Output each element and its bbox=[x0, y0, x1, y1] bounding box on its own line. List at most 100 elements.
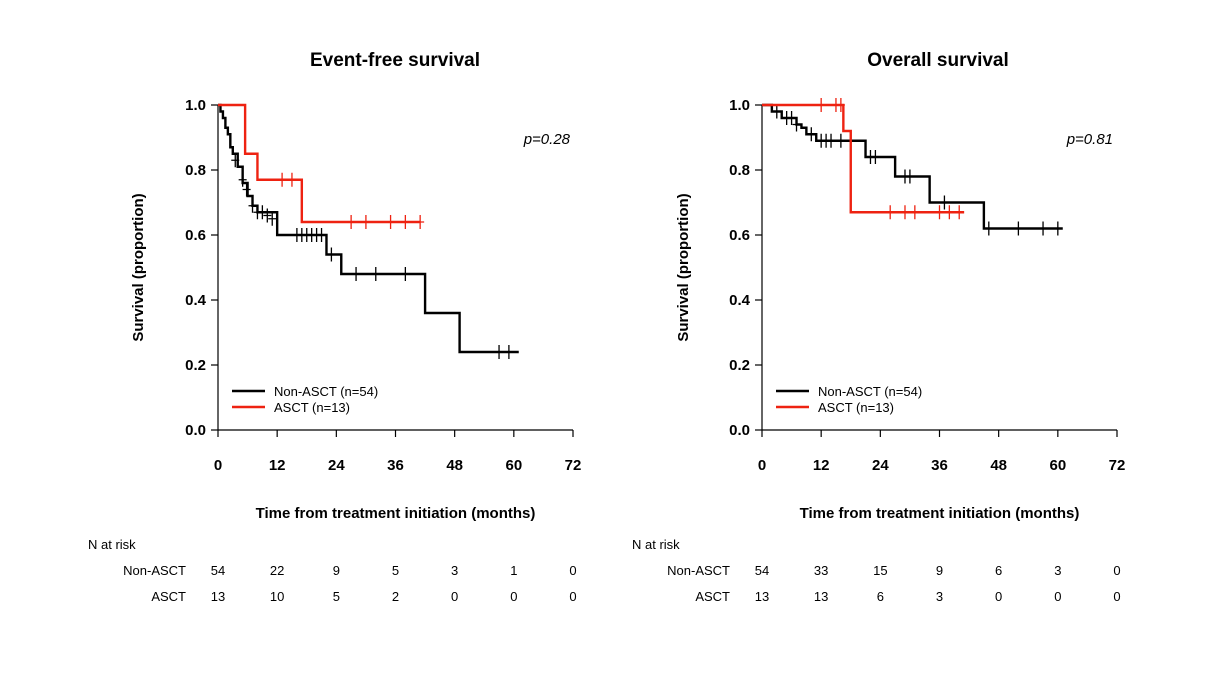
censor-mark bbox=[416, 215, 425, 229]
censor-mark bbox=[495, 345, 504, 359]
censor-mark bbox=[242, 182, 251, 197]
series-non-asct bbox=[762, 103, 1063, 236]
x-tick-label: 72 bbox=[565, 457, 582, 474]
y-axis-label: Survival (proportion) bbox=[675, 193, 692, 341]
risk-value: 3 bbox=[1054, 563, 1061, 578]
risk-value: 0 bbox=[1113, 589, 1120, 604]
risk-value: 0 bbox=[1113, 563, 1120, 578]
censor-mark bbox=[248, 198, 257, 213]
risk-row-label: ASCT bbox=[695, 589, 730, 604]
legend-label: ASCT (n=13) bbox=[818, 400, 894, 415]
survival-curve bbox=[762, 103, 965, 214]
risk-value: 0 bbox=[569, 563, 576, 578]
series-asct bbox=[218, 103, 425, 229]
censor-mark bbox=[900, 205, 909, 220]
censor-mark bbox=[1014, 221, 1023, 236]
censor-mark bbox=[1053, 221, 1062, 236]
censor-mark bbox=[347, 215, 356, 229]
censor-mark bbox=[935, 205, 944, 220]
risk-value: 13 bbox=[211, 589, 225, 604]
censor-mark bbox=[258, 205, 267, 220]
survival-curve bbox=[218, 103, 421, 224]
y-tick-label: 0.2 bbox=[185, 357, 206, 374]
series-non-asct bbox=[218, 103, 519, 359]
risk-value: 3 bbox=[451, 563, 458, 578]
censor-mark bbox=[268, 211, 277, 226]
risk-value: 0 bbox=[995, 589, 1002, 604]
risk-value: 33 bbox=[814, 563, 828, 578]
x-axis-label: Time from treatment initiation (months) bbox=[800, 505, 1080, 522]
x-tick-label: 24 bbox=[872, 457, 889, 474]
risk-value: 0 bbox=[1054, 589, 1061, 604]
risk-value: 0 bbox=[451, 589, 458, 604]
censor-mark bbox=[231, 153, 240, 168]
censor-mark bbox=[945, 205, 954, 220]
x-tick-label: 24 bbox=[328, 457, 345, 474]
x-tick-label: 0 bbox=[758, 457, 766, 474]
y-tick-label: 0.6 bbox=[185, 227, 206, 244]
censor-mark bbox=[787, 111, 796, 125]
y-axis-label: Survival (proportion) bbox=[130, 193, 147, 341]
risk-value: 2 bbox=[392, 589, 399, 604]
legend-label: Non-ASCT (n=54) bbox=[818, 384, 922, 399]
risk-table-header: N at risk bbox=[88, 537, 136, 552]
y-tick-label: 1.0 bbox=[185, 97, 206, 114]
legend-label: ASCT (n=13) bbox=[274, 400, 350, 415]
risk-value: 9 bbox=[936, 563, 943, 578]
risk-value: 15 bbox=[873, 563, 887, 578]
censor-mark bbox=[955, 205, 964, 220]
risk-value: 0 bbox=[510, 589, 517, 604]
censor-mark bbox=[817, 98, 826, 112]
x-tick-label: 48 bbox=[990, 457, 1007, 474]
censor-mark bbox=[910, 205, 919, 220]
x-axis-label: Time from treatment initiation (months) bbox=[256, 505, 536, 522]
risk-value: 1 bbox=[510, 563, 517, 578]
x-tick-label: 12 bbox=[269, 457, 286, 474]
km-panel-2: Overall survival 0.0 0.2 0.4 0.6 0.8 1.0 0 12 24 3… bbox=[632, 50, 1125, 604]
censor-mark bbox=[871, 150, 880, 164]
chart-title: Overall survival bbox=[867, 50, 1009, 71]
risk-row-label: Non-ASCT bbox=[123, 563, 186, 578]
censor-mark bbox=[386, 215, 395, 229]
censor-mark bbox=[504, 345, 513, 359]
risk-value: 3 bbox=[936, 589, 943, 604]
risk-value: 10 bbox=[270, 589, 284, 604]
censor-mark bbox=[238, 172, 247, 187]
risk-value: 5 bbox=[333, 589, 340, 604]
risk-row-label: Non-ASCT bbox=[667, 563, 730, 578]
y-tick-label: 0.0 bbox=[185, 422, 206, 439]
y-tick-label: 0.8 bbox=[185, 162, 206, 179]
risk-value: 9 bbox=[333, 563, 340, 578]
censor-mark bbox=[1039, 221, 1048, 236]
y-tick-label: 0.6 bbox=[729, 227, 750, 244]
risk-value: 13 bbox=[755, 589, 769, 604]
x-tick-label: 60 bbox=[1049, 457, 1066, 474]
censor-mark bbox=[371, 267, 380, 281]
censor-mark bbox=[278, 172, 287, 187]
censor-mark bbox=[401, 215, 410, 229]
censor-mark bbox=[772, 104, 781, 119]
censor-mark bbox=[263, 208, 272, 223]
x-tick-label: 36 bbox=[387, 457, 404, 474]
x-tick-label: 72 bbox=[1109, 457, 1126, 474]
risk-value: 54 bbox=[755, 563, 769, 578]
x-tick-label: 60 bbox=[505, 457, 522, 474]
legend-label: Non-ASCT (n=54) bbox=[274, 384, 378, 399]
risk-value: 6 bbox=[877, 589, 884, 604]
censor-mark bbox=[836, 98, 845, 112]
x-tick-label: 48 bbox=[446, 457, 463, 474]
censor-mark bbox=[317, 228, 326, 242]
censor-mark bbox=[792, 117, 801, 132]
y-tick-label: 1.0 bbox=[729, 97, 750, 114]
x-tick-label: 12 bbox=[813, 457, 830, 474]
risk-value: 54 bbox=[211, 563, 225, 578]
risk-value: 6 bbox=[995, 563, 1002, 578]
risk-table-header: N at risk bbox=[632, 537, 680, 552]
censor-mark bbox=[984, 221, 993, 236]
censor-mark bbox=[352, 267, 361, 281]
censor-mark bbox=[836, 133, 845, 148]
y-tick-label: 0.4 bbox=[729, 292, 751, 309]
risk-row-label: ASCT bbox=[151, 589, 186, 604]
